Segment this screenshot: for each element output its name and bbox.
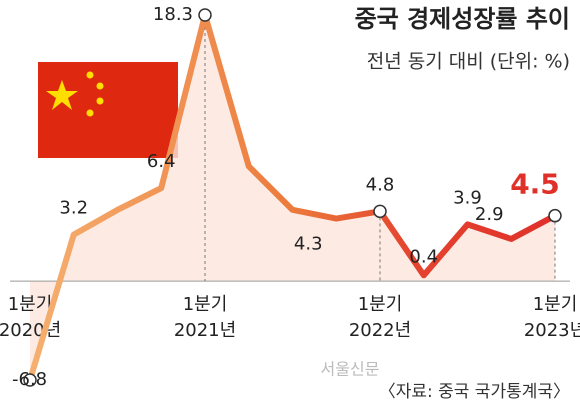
chart-title: 중국 경제성장률 추이 [355,5,570,33]
x-tick-label: 1분기 [533,294,578,315]
data-label: -6.8 [12,369,47,390]
flag [38,62,178,158]
watermark: 서울신문 [321,360,380,379]
data-label: 0.4 [409,246,438,267]
chart-subtitle: 전년 동기 대비 (단위: %) [367,51,570,73]
data-label: 3.2 [59,198,88,219]
data-label: 4.8 [366,174,395,195]
point-marker [198,8,212,22]
point-marker [23,373,37,387]
x-tick-label: 1분기 [183,294,228,315]
data-label: 6.4 [147,151,176,172]
line [27,12,557,381]
data-label: 2.9 [475,204,504,225]
data-label: 4.3 [294,234,323,255]
x-tick-label: 2021년 [174,320,236,341]
x-tick-label: 2022년 [349,320,411,341]
x-tick-label: 1분기 [8,294,53,315]
x-tick-label: 2020년 [0,320,61,341]
x-tick-label: 2023년 [524,320,580,341]
point-marker [373,204,387,219]
data-label: 3.9 [453,187,482,208]
data-label: 4.5 [510,168,560,201]
source: 〈자료: 중국 국가통계국〉 [379,382,570,402]
x-tick-label: 1분기 [358,294,403,315]
data-label: 18.3 [153,4,193,25]
point-marker [548,208,562,223]
